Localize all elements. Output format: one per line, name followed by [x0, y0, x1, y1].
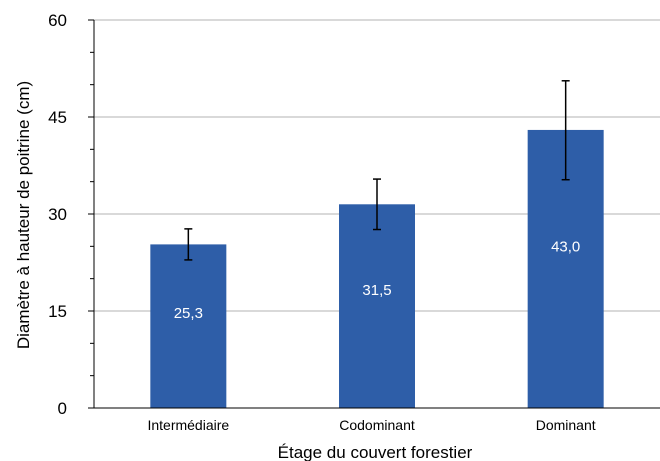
y-tick-label-60: 60 — [48, 11, 67, 30]
labels: 0 15 30 45 60 25,3 Intermédiaire 31,5 Codominant… — [48, 11, 596, 433]
y-tick-label-45: 45 — [48, 108, 67, 127]
y-axis-title: Diamètre à hauteur de poitrine (cm) — [14, 81, 33, 349]
data-label-Codominant: 31,5 — [362, 282, 391, 299]
bars — [150, 80, 604, 408]
bar-Intermédiaire — [150, 244, 227, 408]
x-tick-label-Codominant: Codominant — [339, 417, 415, 433]
x-tick-label-Intermédiaire: Intermédiaire — [147, 417, 229, 433]
y-tick-label-30: 30 — [48, 205, 67, 224]
bar-Codominant — [339, 204, 415, 408]
x-tick-label-Dominant: Dominant — [536, 417, 596, 433]
x-axis-title: Étage du couvert forestier — [278, 443, 473, 461]
data-label-Dominant: 43,0 — [551, 239, 580, 256]
y-tick-label-0: 0 — [58, 399, 67, 418]
axes — [88, 19, 660, 409]
data-label-Intermédiaire: 25,3 — [174, 305, 203, 322]
y-tick-label-15: 15 — [48, 302, 67, 321]
